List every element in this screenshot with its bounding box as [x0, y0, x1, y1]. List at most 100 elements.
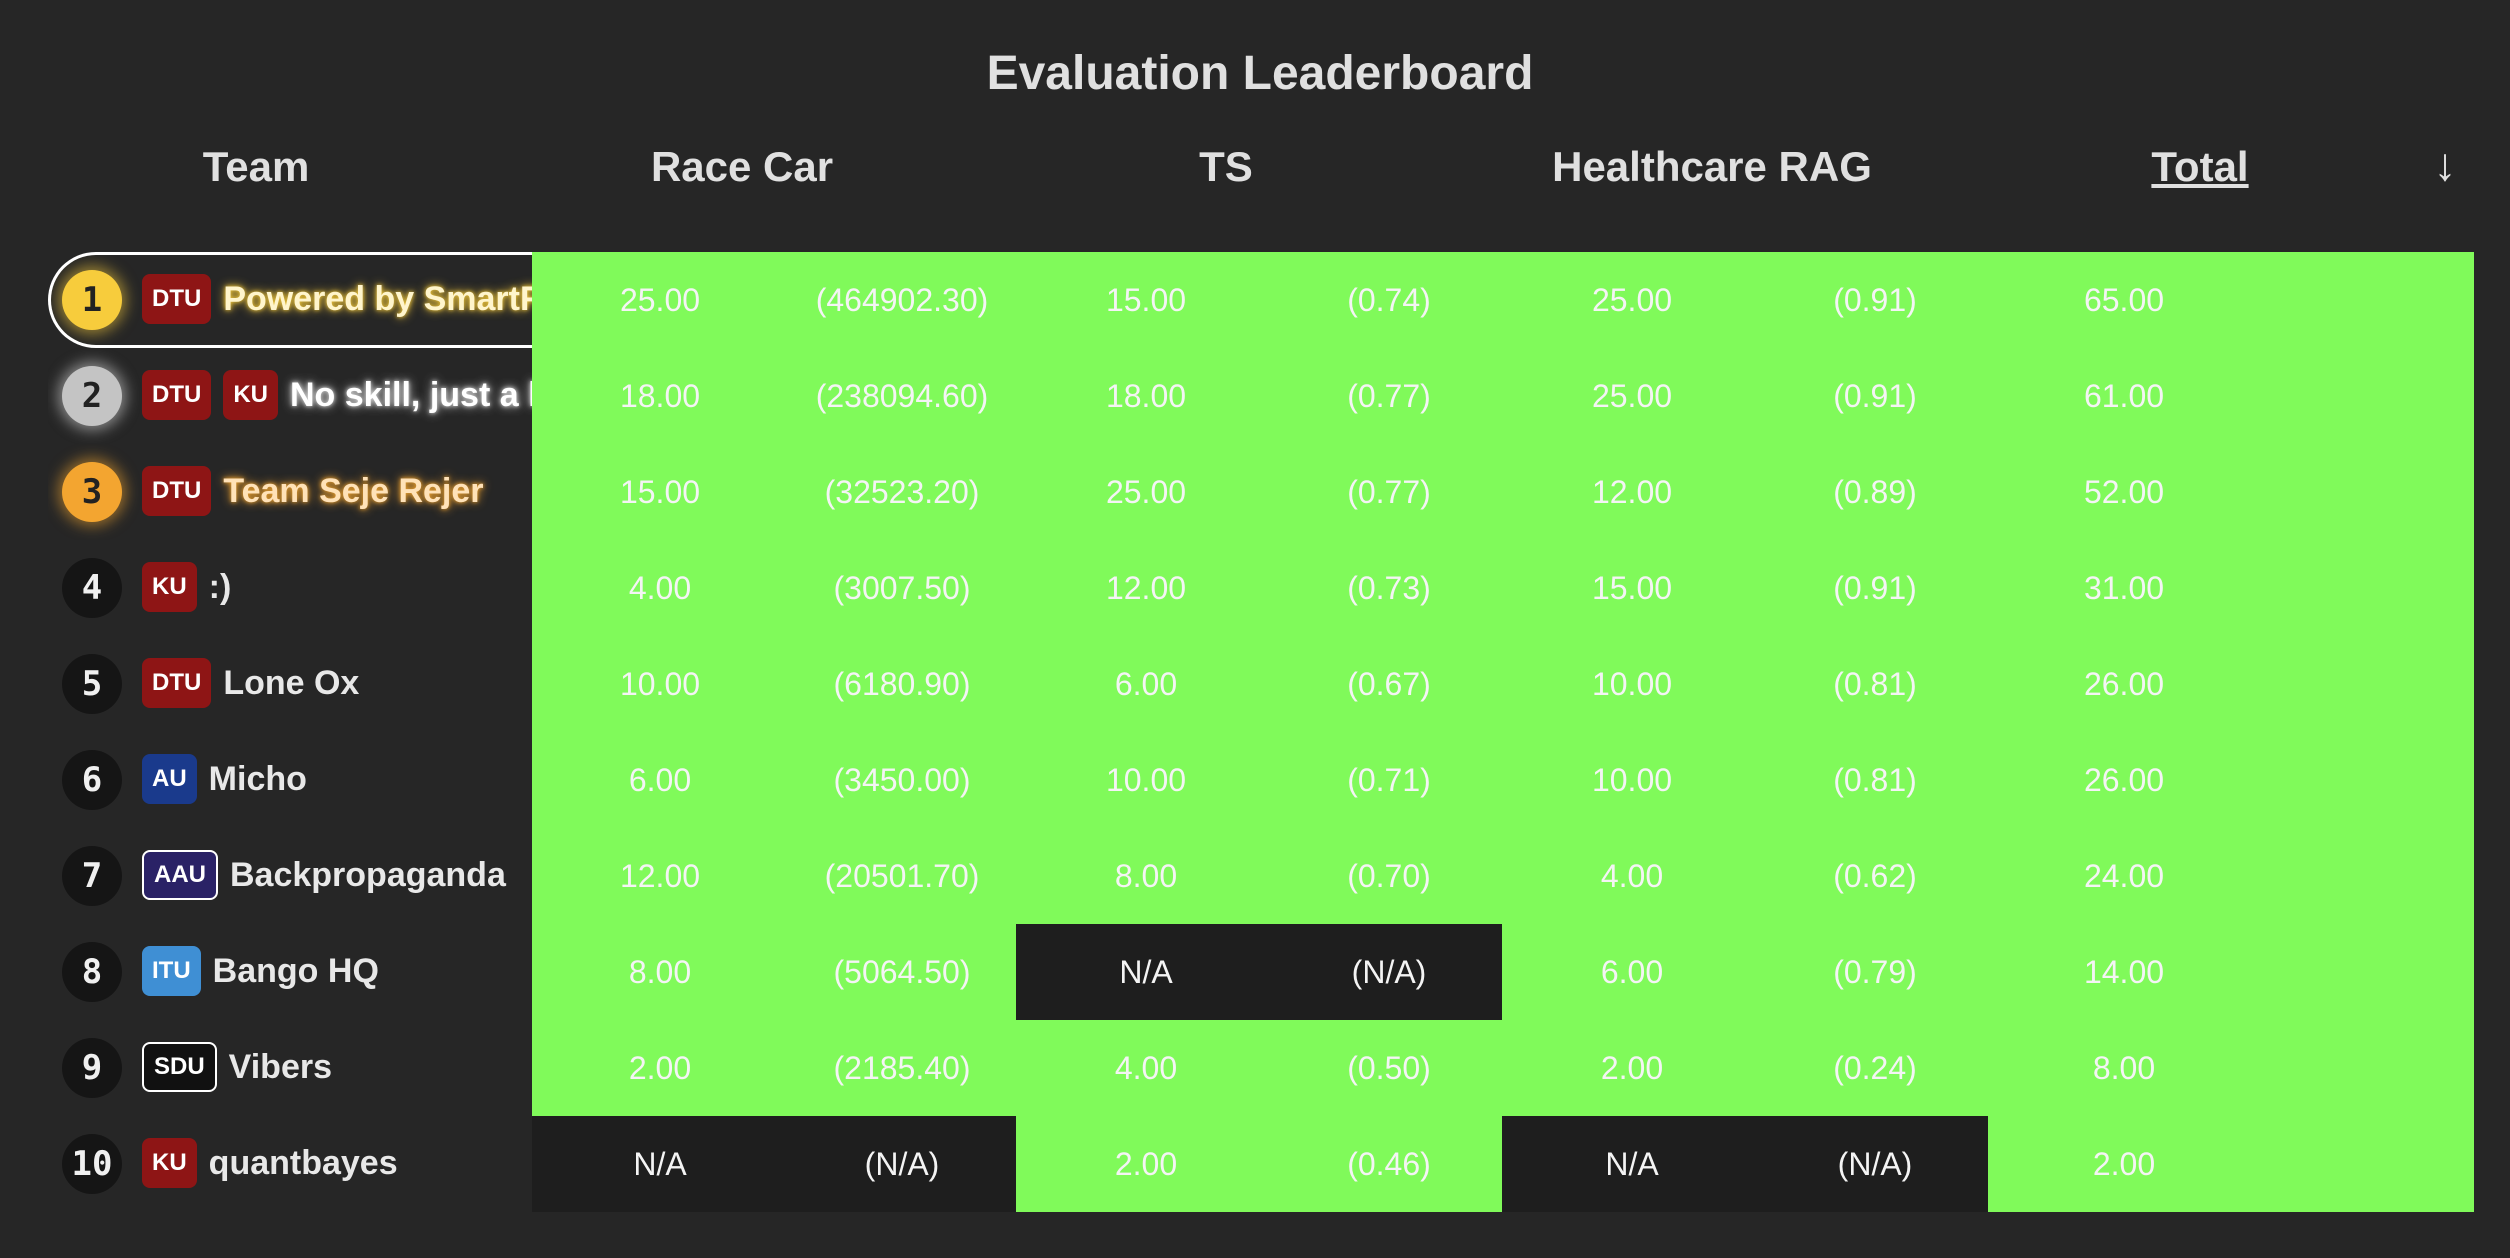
- team-badges: ITU Bango HQ: [142, 946, 379, 998]
- sort-arrow-icon[interactable]: ↓: [2433, 138, 2457, 190]
- university-badge: DTU: [142, 466, 212, 516]
- race-car-score-cell: 15.00: [532, 444, 788, 540]
- team-cell: 1 DTU Powered by SmartFr: [48, 252, 532, 348]
- healthcare-rag-score-cell: 25.00: [1502, 348, 1762, 444]
- ts-score-cell: 8.00: [1016, 828, 1276, 924]
- total-cell-extension: [2260, 828, 2474, 924]
- ts-score-cell: 25.00: [1016, 444, 1276, 540]
- table-row[interactable]: 10 KU quantbayes N/A (N/A) 2.00 (0.46) N/A (N/A)…: [0, 1116, 2510, 1212]
- ts-raw-cell: (0.77): [1276, 444, 1502, 540]
- ts-score-cell: 12.00: [1016, 540, 1276, 636]
- race-car-raw-cell: (6180.90): [788, 636, 1016, 732]
- ts-raw-cell: (0.50): [1276, 1020, 1502, 1116]
- team-badges: DTU Powered by SmartFr: [142, 274, 532, 326]
- race-car-raw-cell: (32523.20): [788, 444, 1016, 540]
- healthcare-rag-score-cell: 6.00: [1502, 924, 1762, 1020]
- total-cell-extension: [2260, 924, 2474, 1020]
- total-cell-extension: [2260, 732, 2474, 828]
- university-badge: KU: [142, 562, 197, 612]
- team-name: :): [208, 568, 232, 606]
- page-title: Evaluation Leaderboard: [986, 47, 1534, 100]
- total-cell-extension: [2260, 252, 2474, 348]
- team-cell: 8 ITU Bango HQ: [48, 924, 532, 1020]
- university-badge: AAU: [142, 850, 218, 900]
- table-row[interactable]: 5 DTU Lone Ox 10.00 (6180.90) 6.00 (0.67) 10.00…: [0, 636, 2510, 732]
- team-cell: 4 KU:): [48, 540, 532, 636]
- rank-badge: 10: [62, 1134, 122, 1194]
- team-cell: 7 AAU Backpropaganda: [48, 828, 532, 924]
- team-name: Lone Ox: [223, 664, 360, 702]
- total-cell: 52.00: [1988, 444, 2260, 540]
- race-car-score-cell: 4.00: [532, 540, 788, 636]
- header-ts[interactable]: TS: [1199, 143, 1253, 190]
- table-row[interactable]: 1 DTU Powered by SmartFr 25.00 (464902.30) 15…: [0, 252, 2510, 348]
- header-race-car[interactable]: Race Car: [650, 143, 834, 190]
- healthcare-rag-raw-cell: (0.79): [1762, 924, 1988, 1020]
- header-team[interactable]: Team: [202, 143, 310, 190]
- race-car-score-cell: N/A: [532, 1116, 788, 1212]
- total-cell-extension: [2260, 444, 2474, 540]
- university-badge: KU: [223, 370, 278, 420]
- team-badges: SDU Vibers: [142, 1042, 332, 1094]
- university-badge: ITU: [142, 946, 201, 996]
- ts-raw-cell: (0.74): [1276, 252, 1502, 348]
- table-row[interactable]: 3 DTU Team Seje Rejer 15.00 (32523.20) 25.00(…: [0, 444, 2510, 540]
- ts-raw-cell: (0.67): [1276, 636, 1502, 732]
- rank-badge: 8: [62, 942, 122, 1002]
- total-cell-extension: [2260, 1116, 2474, 1212]
- race-car-score-cell: 8.00: [532, 924, 788, 1020]
- healthcare-rag-raw-cell: (0.91): [1762, 252, 1988, 348]
- rank-badge: 5: [62, 654, 122, 714]
- race-car-raw-cell: (20501.70): [788, 828, 1016, 924]
- table-row[interactable]: 9 SDU Vibers 2.00 (2185.40) 4.00 (0.50) 2.00 (0.…: [0, 1020, 2510, 1116]
- healthcare-rag-raw-cell: (0.91): [1762, 348, 1988, 444]
- team-name: Team Seje Rejer: [223, 472, 484, 510]
- rank-badge: 3: [62, 462, 122, 522]
- race-car-score-cell: 6.00: [532, 732, 788, 828]
- race-car-raw-cell: (238094.60): [788, 348, 1016, 444]
- team-cell: 2 DTU KU No skill, just a lu: [48, 348, 532, 444]
- team-badges: AAU Backpropaganda: [142, 850, 506, 902]
- header-healthcare-rag[interactable]: Healthcare RAG: [1552, 143, 1872, 190]
- race-car-score-cell: 12.00: [532, 828, 788, 924]
- team-name: Bango HQ: [212, 952, 379, 990]
- healthcare-rag-raw-cell: (N/A): [1762, 1116, 1988, 1212]
- header-total[interactable]: Total: [2151, 143, 2249, 190]
- race-car-raw-cell: (3450.00): [788, 732, 1016, 828]
- race-car-raw-cell: (464902.30): [788, 252, 1016, 348]
- total-cell: 61.00: [1988, 348, 2260, 444]
- total-cell: 2.00: [1988, 1116, 2260, 1212]
- university-badge: DTU: [142, 370, 212, 420]
- race-car-raw-cell: (3007.50): [788, 540, 1016, 636]
- healthcare-rag-score-cell: 15.00: [1502, 540, 1762, 636]
- rank-badge: 6: [62, 750, 122, 810]
- total-cell: 26.00: [1988, 732, 2260, 828]
- team-cell: 10 KU quantbayes: [48, 1116, 532, 1212]
- healthcare-rag-score-cell: 10.00: [1502, 732, 1762, 828]
- ts-raw-cell: (0.70): [1276, 828, 1502, 924]
- team-badges: DTU Lone Ox: [142, 658, 359, 710]
- healthcare-rag-score-cell: 4.00: [1502, 828, 1762, 924]
- team-name: Vibers: [228, 1048, 332, 1086]
- total-cell: 8.00: [1988, 1020, 2260, 1116]
- race-car-score-cell: 18.00: [532, 348, 788, 444]
- team-cell: 3 DTU Team Seje Rejer: [48, 444, 532, 540]
- healthcare-rag-score-cell: N/A: [1502, 1116, 1762, 1212]
- university-badge: AU: [142, 754, 197, 804]
- healthcare-rag-score-cell: 2.00: [1502, 1020, 1762, 1116]
- ts-raw-cell: (N/A): [1276, 924, 1502, 1020]
- team-cell: 9 SDU Vibers: [48, 1020, 532, 1116]
- team-name: quantbayes: [208, 1144, 398, 1182]
- table-row[interactable]: 7 AAU Backpropaganda 12.00 (20501.70) 8.00 (0.…: [0, 828, 2510, 924]
- team-name: Backpropaganda: [230, 856, 506, 894]
- table-row[interactable]: 2 DTU KU No skill, just a lu 18.00 (238094.60…: [0, 348, 2510, 444]
- race-car-raw-cell: (2185.40): [788, 1020, 1016, 1116]
- total-cell-extension: [2260, 1020, 2474, 1116]
- ts-score-cell: 4.00: [1016, 1020, 1276, 1116]
- table-row[interactable]: 4 KU:) 4.00 (3007.50) 12.00 (0.73) 15.00 (0.91)…: [0, 540, 2510, 636]
- table-row[interactable]: 6 AU Micho 6.00 (3450.00) 10.00 (0.71) 10.00 (0.…: [0, 732, 2510, 828]
- rank-badge: 2: [62, 366, 122, 426]
- total-cell: 26.00: [1988, 636, 2260, 732]
- total-cell: 65.00: [1988, 252, 2260, 348]
- table-row[interactable]: 8 ITU Bango HQ 8.00 (5064.50) N/A (N/A) 6.00 (0.…: [0, 924, 2510, 1020]
